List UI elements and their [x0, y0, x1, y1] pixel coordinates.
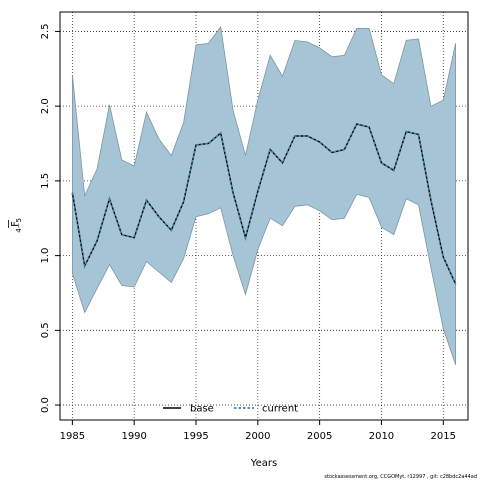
x-axis: 1985 1990 1995 2000 2005 2010 2015 [60, 420, 456, 442]
confidence-band-area [72, 25, 456, 365]
series-line-current [71, 123, 457, 285]
x-tick-label: 2000 [245, 431, 270, 442]
x-axis-title: Years [250, 458, 277, 469]
footer-note: stockassessment.org, CCGOMyt, r12997 , g… [324, 474, 477, 480]
x-tick-label: 2010 [369, 431, 394, 442]
y-tick-label: 0.5 [40, 322, 51, 338]
y-tick-label: 1.0 [40, 248, 51, 264]
x-tick-label: 2005 [307, 431, 332, 442]
y-axis-title-subscript: 4−5 [15, 218, 23, 233]
x-tick-label: 1995 [183, 431, 208, 442]
legend-label-current: current [262, 404, 298, 415]
y-tick-label: 0.0 [40, 397, 51, 413]
y-axis-title: F 4−5 [8, 218, 23, 233]
legend-label-base: base [190, 404, 214, 415]
y-axis: 0.0 0.5 1.0 1.5 2.0 2.5 [40, 23, 60, 413]
plot-frame [59, 11, 469, 421]
y-tick-label: 2.5 [40, 23, 51, 39]
series-lines [71, 123, 457, 285]
y-tick-label: 2.0 [40, 98, 51, 114]
confidence-band [72, 25, 456, 365]
x-tick-label: 1990 [121, 431, 146, 442]
legend: base current [163, 404, 298, 415]
x-tick-label: 2015 [431, 431, 456, 442]
x-tick-label: 1985 [60, 431, 85, 442]
y-axis-title-main: F [10, 221, 21, 227]
y-tick-label: 1.5 [40, 173, 51, 189]
